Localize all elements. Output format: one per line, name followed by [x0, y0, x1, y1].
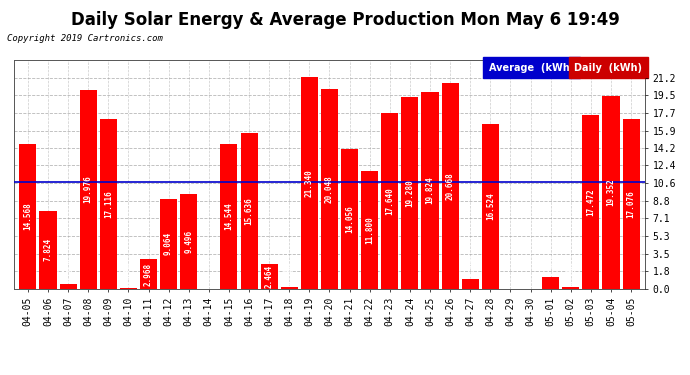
Bar [341, 149, 358, 289]
Text: 0.180: 0.180 [285, 262, 294, 285]
Text: 19.824: 19.824 [426, 176, 435, 204]
Text: 0.188: 0.188 [566, 262, 575, 285]
Bar [542, 278, 559, 289]
Bar [462, 279, 479, 289]
Text: 11.800: 11.800 [365, 216, 374, 244]
Bar [19, 144, 37, 289]
Text: 9.496: 9.496 [184, 230, 193, 253]
Text: 0.940: 0.940 [466, 254, 475, 278]
Bar [79, 90, 97, 289]
Bar [180, 194, 197, 289]
Text: 0.524: 0.524 [63, 258, 72, 282]
Text: 20.048: 20.048 [325, 175, 334, 203]
Bar [281, 287, 298, 289]
Bar [59, 284, 77, 289]
Text: 17.076: 17.076 [627, 190, 635, 218]
Text: 17.640: 17.640 [385, 187, 394, 215]
Text: 14.056: 14.056 [345, 205, 354, 233]
Text: 15.636: 15.636 [244, 197, 253, 225]
Text: Daily Solar Energy & Average Production Mon May 6 19:49: Daily Solar Energy & Average Production … [70, 11, 620, 29]
Text: 1.132: 1.132 [546, 252, 555, 276]
Text: 9.064: 9.064 [164, 232, 173, 255]
Bar [220, 144, 237, 289]
Text: 2.968: 2.968 [144, 262, 153, 285]
Text: 19.976: 19.976 [83, 176, 92, 203]
Text: 16.524: 16.524 [486, 193, 495, 220]
Bar [160, 199, 177, 289]
Bar [120, 288, 137, 289]
Bar [562, 287, 580, 289]
Bar [261, 264, 277, 289]
Text: 17.116: 17.116 [104, 190, 112, 217]
Bar [301, 76, 318, 289]
Text: 2.464: 2.464 [265, 265, 274, 288]
Text: 0.076: 0.076 [124, 263, 133, 286]
Text: 21.340: 21.340 [305, 169, 314, 196]
Bar [622, 119, 640, 289]
Bar [602, 96, 620, 289]
Text: 17.472: 17.472 [586, 188, 595, 216]
Bar [582, 115, 600, 289]
Bar [442, 83, 459, 289]
Text: 19.280: 19.280 [406, 179, 415, 207]
Text: Copyright 2019 Cartronics.com: Copyright 2019 Cartronics.com [7, 34, 163, 43]
Legend: Average  (kWh), Daily  (kWh): Average (kWh), Daily (kWh) [486, 60, 645, 76]
Bar [402, 97, 418, 289]
Bar [482, 124, 499, 289]
Bar [100, 118, 117, 289]
Bar [321, 89, 338, 289]
Bar [382, 113, 398, 289]
Bar [241, 133, 257, 289]
Bar [361, 171, 378, 289]
Bar [422, 92, 439, 289]
Text: 7.824: 7.824 [43, 238, 52, 261]
Bar [140, 259, 157, 289]
Text: 14.568: 14.568 [23, 202, 32, 230]
Bar [39, 211, 57, 289]
Text: 19.352: 19.352 [607, 178, 615, 206]
Text: 14.544: 14.544 [224, 202, 233, 230]
Text: 20.668: 20.668 [446, 172, 455, 200]
